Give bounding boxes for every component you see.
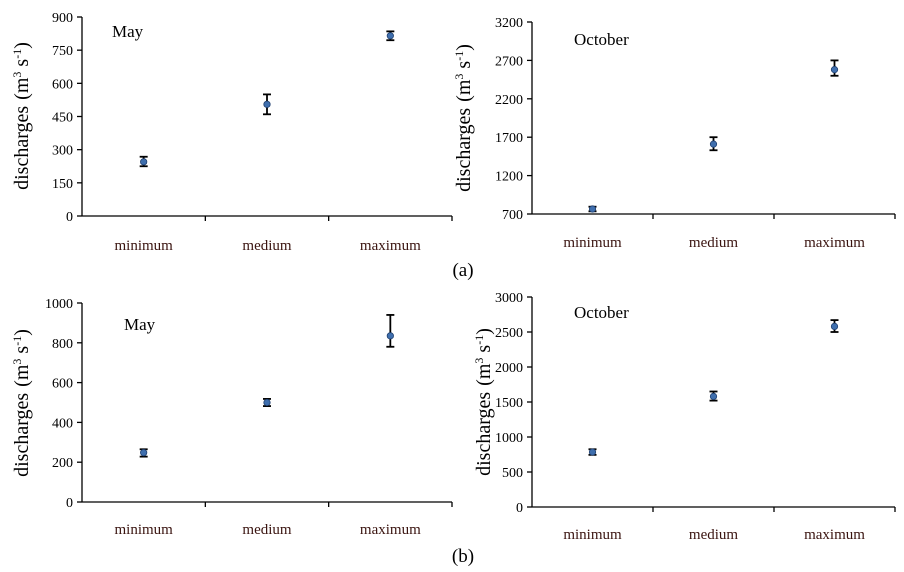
y-tick-label: 2700 bbox=[495, 54, 523, 69]
y-tick-label: 2200 bbox=[495, 93, 523, 108]
y-tick-label: 0 bbox=[66, 496, 73, 511]
data-point bbox=[263, 398, 271, 407]
y-tick-label: 1200 bbox=[495, 170, 523, 185]
y-tick-label: 800 bbox=[52, 337, 73, 352]
y-tick-label: 400 bbox=[52, 416, 73, 431]
y-axis-label-part: -1 bbox=[452, 51, 466, 61]
y-tick-label: 700 bbox=[502, 208, 523, 223]
y-tick-label: 200 bbox=[52, 456, 73, 471]
x-tick-label: maximum bbox=[804, 235, 865, 251]
data-point bbox=[386, 32, 394, 40]
x-tick-label: medium bbox=[689, 527, 738, 543]
y-tick-label: 600 bbox=[52, 77, 73, 92]
y-axis-label-part: discharges bbox=[11, 106, 33, 190]
x-tick-label: maximum bbox=[360, 522, 421, 538]
y-axis-label-part: 3 bbox=[10, 72, 24, 78]
y-tick-label: 0 bbox=[516, 501, 523, 516]
y-axis-label-part: ) bbox=[473, 328, 495, 335]
y-axis-label-part: s bbox=[473, 345, 495, 358]
y-tick-label: 0 bbox=[66, 210, 73, 225]
x-tick-label: minimum bbox=[563, 235, 622, 251]
data-point bbox=[263, 100, 271, 108]
x-tick-label: medium bbox=[242, 522, 291, 538]
panel-title: May bbox=[124, 315, 156, 334]
y-axis-label-part: s bbox=[11, 346, 33, 359]
x-tick-label: minimum bbox=[114, 522, 173, 538]
y-axis-label-part: -1 bbox=[472, 335, 486, 345]
panel-title: October bbox=[574, 30, 629, 49]
y-axis-label-part: s bbox=[11, 59, 33, 72]
y-tick-label: 2500 bbox=[495, 326, 523, 341]
data-point bbox=[386, 332, 394, 340]
y-axis-label-part: (m bbox=[473, 363, 495, 386]
data-point bbox=[588, 205, 597, 213]
panel-title: May bbox=[112, 22, 144, 41]
data-point bbox=[709, 392, 718, 400]
x-tick-label: minimum bbox=[563, 527, 622, 543]
x-tick-label: maximum bbox=[804, 527, 865, 543]
y-axis-label-part: discharges bbox=[11, 393, 33, 477]
y-axis-label-part: -1 bbox=[10, 336, 24, 346]
caption-a: (a) bbox=[452, 260, 473, 281]
x-tick-label: minimum bbox=[114, 238, 173, 254]
data-point bbox=[709, 140, 718, 148]
y-axis-label-part: (m bbox=[11, 77, 33, 100]
caption-b: (b) bbox=[452, 546, 474, 567]
y-axis-label: discharges (m3 s-1) bbox=[472, 328, 495, 476]
y-axis-label-part: 3 bbox=[452, 74, 466, 80]
y-tick-label: 3000 bbox=[495, 291, 523, 306]
y-axis-label-part: discharges bbox=[473, 392, 495, 476]
y-tick-label: 600 bbox=[52, 377, 73, 392]
y-tick-label: 450 bbox=[52, 111, 73, 126]
y-axis-label-part: discharges bbox=[453, 108, 475, 192]
y-axis-label-part: ) bbox=[11, 42, 33, 49]
x-tick-label: maximum bbox=[360, 238, 421, 254]
y-tick-label: 2000 bbox=[495, 361, 523, 376]
y-axis-label: discharges (m3 s-1) bbox=[10, 42, 33, 190]
x-tick-label: medium bbox=[242, 238, 291, 254]
y-tick-label: 1700 bbox=[495, 131, 523, 146]
data-point bbox=[140, 158, 148, 166]
panel-title: October bbox=[574, 303, 629, 322]
y-axis-label-part: ) bbox=[11, 329, 33, 336]
y-axis-label: discharges (m3 s-1) bbox=[10, 329, 33, 477]
y-tick-label: 900 bbox=[52, 11, 73, 26]
data-point bbox=[140, 449, 148, 457]
y-tick-label: 3200 bbox=[495, 16, 523, 31]
y-axis-label-part: (m bbox=[11, 364, 33, 387]
x-tick-label: medium bbox=[689, 235, 738, 251]
y-tick-label: 1000 bbox=[495, 431, 523, 446]
y-axis-label-part: -1 bbox=[10, 49, 24, 59]
y-axis-label-part: ) bbox=[453, 44, 475, 51]
y-tick-label: 1500 bbox=[495, 396, 523, 411]
data-point bbox=[588, 448, 597, 456]
y-tick-label: 150 bbox=[52, 177, 73, 192]
y-tick-label: 300 bbox=[52, 144, 73, 159]
data-point bbox=[830, 322, 839, 330]
y-axis-label: discharges (m3 s-1) bbox=[452, 44, 475, 192]
y-axis-label-part: 3 bbox=[10, 359, 24, 365]
y-axis-label-part: (m bbox=[453, 79, 475, 102]
data-point bbox=[830, 66, 839, 74]
y-axis-label-part: 3 bbox=[472, 358, 486, 364]
y-tick-label: 750 bbox=[52, 44, 73, 59]
y-tick-label: 1000 bbox=[45, 297, 73, 312]
y-axis-label-part: s bbox=[453, 61, 475, 74]
y-tick-label: 500 bbox=[502, 466, 523, 481]
